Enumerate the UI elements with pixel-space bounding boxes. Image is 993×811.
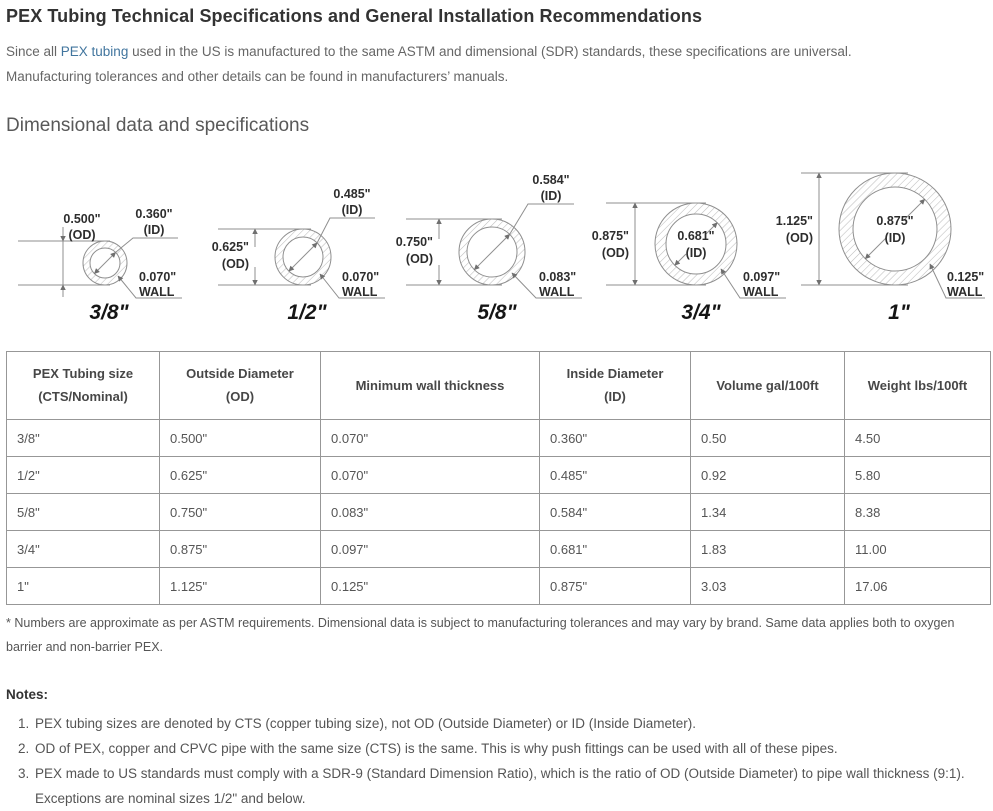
id-value-label: 0.485" [333,187,370,201]
intro-text-pre: Since all [6,44,61,59]
id-value-label: 0.681" [677,229,714,243]
cell-id: 0.584" [539,493,691,531]
notes-heading: Notes: [6,687,49,702]
page-title: PEX Tubing Technical Specifications and … [6,6,703,26]
tube-diagrams-figure: 0.500" (OD) 0.360" (ID) 0.070" WALL 3/8" [6,145,987,341]
tube-diagram-3-8: 0.500" (OD) 0.360" (ID) 0.070" WALL 3/8" [18,207,182,324]
intro-text-post: used in the US is manufactured to the sa… [128,44,852,59]
id-value-label: 0.584" [532,173,569,187]
cell-volume: 0.50 [690,419,845,457]
wall-suffix-label: WALL [947,285,983,299]
table-row: 5/8" 0.750" 0.083" 0.584" 1.34 8.38 [6,493,991,531]
cell-size: 3/8" [6,419,160,457]
wall-suffix-label: WALL [139,285,175,299]
cell-wall: 0.125" [320,567,540,605]
cell-od: 0.750" [159,493,321,531]
tube-diagrams-svg: 0.500" (OD) 0.360" (ID) 0.070" WALL 3/8" [18,172,985,324]
intro-paragraph: Since all PEX tubing used in the US is m… [6,39,987,89]
col-header-size: PEX Tubing size (CTS/Nominal) [6,351,160,420]
table-row: 1/2" 0.625" 0.070" 0.485" 0.92 5.80 [6,456,991,494]
wall-value-label: 0.097" [743,270,780,284]
tube-diagram-1-2: 0.625" (OD) 0.485" (ID) 0.070" WALL 1/2" [212,187,385,324]
section-heading: Dimensional data and specifications [6,115,310,136]
wall-value-label: 0.125" [947,270,984,284]
wall-suffix-label: WALL [743,285,779,299]
cell-volume: 1.34 [690,493,845,531]
od-suffix-label: (OD) [786,231,813,245]
table-row: 3/8" 0.500" 0.070" 0.360" 0.50 4.50 [6,419,991,457]
col-header-od: Outside Diameter (OD) [159,351,321,420]
id-suffix-label: (ID) [885,231,906,245]
table-footnote: * Numbers are approximate as per ASTM re… [6,616,955,654]
id-value-label: 0.360" [135,207,172,221]
pex-tubing-link[interactable]: PEX tubing [60,44,129,59]
cell-wall: 0.083" [320,493,540,531]
cell-id: 0.681" [539,530,691,568]
table-row: 1" 1.125" 0.125" 0.875" 3.03 17.06 [6,567,991,605]
cell-size: 3/4" [6,530,160,568]
id-suffix-label: (ID) [686,246,707,260]
header-row: PEX Tubing size (CTS/Nominal) Outside Di… [6,351,991,420]
cell-od: 1.125" [159,567,321,605]
cell-od: 0.500" [159,419,321,457]
wall-suffix-label: WALL [342,285,378,299]
cell-size: 1/2" [6,456,160,494]
od-suffix-label: (OD) [222,257,249,271]
cell-weight: 17.06 [844,567,991,605]
cell-weight: 5.80 [844,456,991,494]
col-header-volume: Volume gal/100ft [690,351,845,420]
id-suffix-label: (ID) [541,189,562,203]
cell-volume: 3.03 [690,567,845,605]
wall-value-label: 0.070" [342,270,379,284]
cell-id: 0.875" [539,567,691,605]
cell-wall: 0.070" [320,456,540,494]
od-value-label: 0.875" [592,229,629,243]
wall-value-label: 0.083" [539,270,576,284]
spec-table: PEX Tubing size (CTS/Nominal) Outside Di… [6,351,991,605]
note-item: OD of PEX, copper and CPVC pipe with the… [33,736,987,761]
od-suffix-label: (OD) [406,252,433,266]
cell-od: 0.875" [159,530,321,568]
notes-list: PEX tubing sizes are denoted by CTS (cop… [6,711,987,811]
tube-diagram-1: 1.125" (OD) 0.875" (ID) 0.125" WALL 1" [776,172,985,324]
wall-suffix-label: WALL [539,285,575,299]
id-suffix-label: (ID) [342,203,363,217]
note-item: PEX made to US standards must comply wit… [33,761,987,811]
col-header-weight: Weight lbs/100ft [844,351,991,420]
table-row: 3/4" 0.875" 0.097" 0.681" 1.83 11.00 [6,530,991,568]
size-label: 3/4" [681,301,721,324]
od-value-label: 0.625" [212,240,249,254]
size-label: 1/2" [287,301,327,324]
wall-value-label: 0.070" [139,270,176,284]
cell-od: 0.625" [159,456,321,494]
intro-text-line2: Manufacturing tolerances and other detai… [6,69,509,84]
cell-volume: 1.83 [690,530,845,568]
size-label: 1" [888,301,911,324]
id-suffix-label: (ID) [144,223,165,237]
col-header-id: Inside Diameter (ID) [539,351,691,420]
cell-volume: 0.92 [690,456,845,494]
cell-weight: 8.38 [844,493,991,531]
cell-wall: 0.097" [320,530,540,568]
tube-diagram-5-8: 0.750" (OD) 0.584" (ID) 0.083" WALL 5/8" [396,173,582,324]
note-item: PEX tubing sizes are denoted by CTS (cop… [33,711,987,736]
od-value-label: 0.500" [63,212,100,226]
cell-id: 0.485" [539,456,691,494]
id-value-label: 0.875" [876,214,913,228]
od-suffix-label: (OD) [68,228,95,242]
cell-size: 1" [6,567,160,605]
cell-wall: 0.070" [320,419,540,457]
size-label: 3/8" [89,301,129,324]
cell-weight: 11.00 [844,530,991,568]
od-value-label: 1.125" [776,214,813,228]
cell-size: 5/8" [6,493,160,531]
col-header-wall: Minimum wall thickness [320,351,540,420]
cell-id: 0.360" [539,419,691,457]
tube-diagram-3-4: 0.875" (OD) 0.681" (ID) 0.097" WALL 3/4" [592,202,786,324]
od-suffix-label: (OD) [602,246,629,260]
cell-weight: 4.50 [844,419,991,457]
size-label: 5/8" [477,301,517,324]
od-value-label: 0.750" [396,235,433,249]
